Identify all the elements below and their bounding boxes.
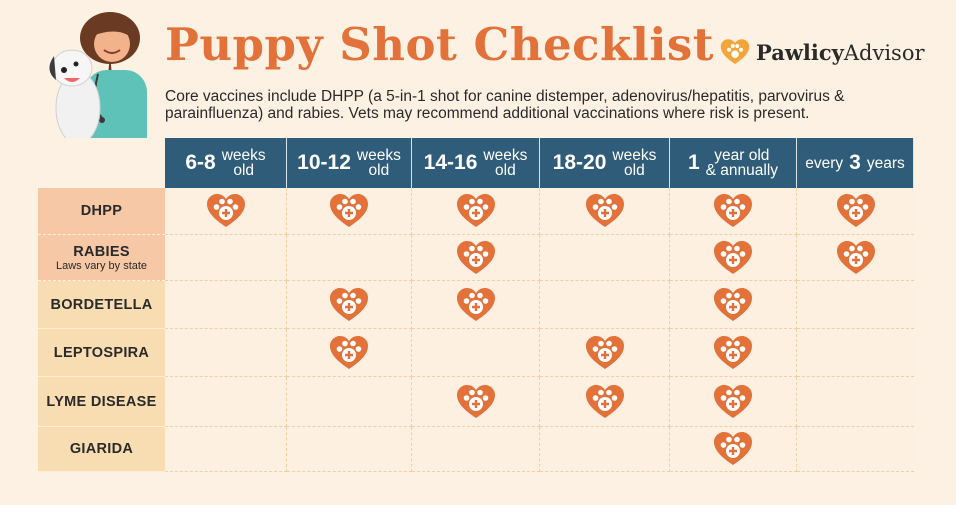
schedule-cell <box>287 235 412 281</box>
column-header-number: 6-8 <box>185 151 216 174</box>
page-title: Puppy Shot Checklist <box>165 18 715 71</box>
schedule-cell <box>165 377 287 427</box>
schedule-cell <box>670 281 797 329</box>
heart-paw-icon <box>456 384 495 418</box>
row-label: BORDETELLA <box>38 281 165 329</box>
column-header-label: weeks old <box>221 147 266 179</box>
schedule-cell <box>797 188 914 235</box>
heart-paw-icon <box>456 194 495 227</box>
vaccine-name: LEPTOSPIRA <box>53 344 150 361</box>
column-header-prefix: every <box>805 154 844 172</box>
schedule-cell <box>412 188 540 235</box>
heart-paw-icon <box>330 194 368 227</box>
vaccine-table: 6-8 weeks old 10-12 weeks old 14-16 weeks old 18-… <box>38 138 914 472</box>
schedule-cell <box>412 427 540 472</box>
schedule-cell <box>165 188 287 235</box>
heart-paw-logo-icon <box>720 39 750 64</box>
heart-paw-icon <box>836 240 875 274</box>
schedule-cell <box>165 235 287 281</box>
heart-paw-icon <box>585 194 624 227</box>
column-header-number: 10-12 <box>297 151 351 174</box>
heart-paw-icon <box>456 287 495 321</box>
schedule-cell <box>540 427 670 472</box>
row-label: LEPTOSPIRA <box>38 329 165 377</box>
schedule-cell <box>165 427 287 472</box>
description: Core vaccines include DHPP (a 5-in-1 sho… <box>165 88 845 122</box>
vaccine-name: DHPP <box>80 203 123 219</box>
column-header-label: year old & annually <box>705 147 779 179</box>
brand-name: PawlicyAdvisor <box>756 39 925 65</box>
column-header-label: weeks old <box>483 147 528 179</box>
heart-paw-icon <box>714 194 752 227</box>
schedule-cell <box>540 235 670 281</box>
column-header-label: weeks old <box>356 147 401 179</box>
heart-paw-icon <box>714 432 752 465</box>
brand-logo: PawlicyAdvisor <box>720 38 925 66</box>
schedule-cell <box>165 281 287 329</box>
row-label: LYME DISEASE <box>38 377 165 427</box>
schedule-cell <box>670 377 797 427</box>
column-header-number: 3 <box>849 151 861 174</box>
schedule-cell <box>797 235 914 281</box>
schedule-cell <box>412 281 540 329</box>
schedule-cell <box>797 329 914 377</box>
column-header-number: 18-20 <box>552 151 607 174</box>
schedule-cell <box>287 427 412 472</box>
vaccine-note: Laws vary by state <box>55 259 148 272</box>
vaccine-name: GIARIDA <box>69 441 134 457</box>
column-header-label: weeks old <box>612 147 657 179</box>
schedule-cell <box>287 329 412 377</box>
heart-paw-icon <box>206 194 245 227</box>
schedule-cell <box>670 329 797 377</box>
schedule-cell <box>287 188 412 235</box>
heart-paw-icon <box>714 240 752 274</box>
schedule-cell <box>412 329 540 377</box>
schedule-cell <box>165 329 287 377</box>
heart-paw-icon <box>714 287 752 321</box>
row-label: GIARIDA <box>38 427 165 472</box>
table-corner <box>38 138 165 188</box>
column-header-label: years <box>866 154 905 172</box>
vaccine-name: RABIES <box>73 243 130 260</box>
schedule-cell <box>670 188 797 235</box>
heart-paw-icon <box>330 335 368 369</box>
column-header: 18-20 weeks old <box>540 138 670 188</box>
row-label: DHPP <box>38 188 165 235</box>
schedule-cell <box>540 188 670 235</box>
schedule-cell <box>287 281 412 329</box>
schedule-cell <box>412 377 540 427</box>
schedule-cell <box>797 427 914 472</box>
heart-paw-icon <box>330 287 368 321</box>
heart-paw-icon <box>836 194 875 227</box>
vaccine-name: LYME DISEASE <box>46 393 157 410</box>
schedule-cell <box>797 377 914 427</box>
schedule-cell <box>287 377 412 427</box>
schedule-cell <box>540 329 670 377</box>
column-header-number: 1 <box>687 151 700 174</box>
heart-paw-icon <box>456 240 495 274</box>
schedule-cell <box>540 281 670 329</box>
row-label: RABIES Laws vary by state <box>38 235 165 281</box>
heart-paw-icon <box>714 384 752 418</box>
column-header: 14-16 weeks old <box>412 138 540 188</box>
column-header: 1 year old & annually <box>670 138 797 188</box>
schedule-cell <box>670 235 797 281</box>
heart-paw-icon <box>585 384 624 418</box>
schedule-cell <box>797 281 914 329</box>
schedule-cell <box>670 427 797 472</box>
column-header: 6-8 weeks old <box>165 138 287 188</box>
column-header-number: 14-16 <box>423 151 478 174</box>
heart-paw-icon <box>714 335 752 369</box>
column-header: 10-12 weeks old <box>287 138 412 188</box>
column-header: every 3 years <box>797 138 914 188</box>
schedule-cell <box>412 235 540 281</box>
heart-paw-icon <box>585 335 624 369</box>
vaccine-name: BORDETELLA <box>50 296 153 313</box>
schedule-cell <box>540 377 670 427</box>
